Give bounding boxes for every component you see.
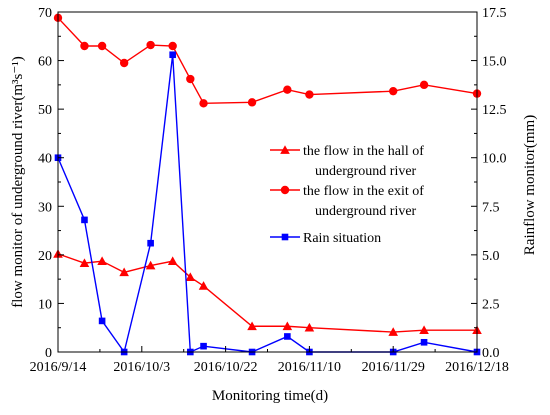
- series-line: [57, 253, 477, 333]
- legend-label: underground river: [315, 164, 417, 179]
- data-point: [80, 41, 89, 51]
- y-axis-left-title: flow monitor of underground river(m³s⁻¹): [10, 56, 26, 308]
- data-point: [81, 216, 88, 224]
- y-right-tick-label: 10.0: [482, 152, 507, 167]
- axes-layer: 0 10 20 30 40 50 60 70 0.0 2.5 5.0 7.5 10.0 12.5 15.0 1…: [30, 6, 509, 375]
- legend-label: underground river: [315, 204, 417, 219]
- legend: the flow in the hall of underground river…: [270, 144, 424, 246]
- data-point: [146, 40, 155, 50]
- data-point: [147, 239, 154, 247]
- y-right-tick-label: 17.5: [482, 6, 507, 21]
- data-point: [97, 256, 107, 266]
- y-right-tick-label: 5.0: [482, 249, 500, 264]
- x-tick-label: 2016/12/18: [445, 360, 509, 375]
- legend-swatch-marker: [280, 145, 290, 154]
- x-axis-title: Monitoring time(d): [212, 388, 328, 404]
- x-tick-label: 2016/10/3: [113, 360, 170, 375]
- y-left-tick-label: 60: [38, 55, 52, 70]
- y-right-tick-label: 0.0: [482, 346, 500, 361]
- x-tick-label: 2016/9/14: [30, 360, 87, 375]
- series-1: [53, 249, 482, 336]
- y-left-tick-label: 70: [38, 6, 52, 21]
- data-point: [247, 98, 257, 107]
- data-point: [167, 256, 178, 266]
- data-point: [119, 267, 129, 277]
- data-point: [305, 90, 314, 99]
- data-point: [282, 321, 293, 331]
- data-point: [389, 86, 398, 96]
- series-2: [53, 13, 482, 108]
- y-axis-right-title: Rainflow monitor(mm): [522, 115, 538, 255]
- x-tick-label: 2016/11/29: [362, 360, 425, 375]
- data-point: [388, 327, 398, 336]
- legend-label: the flow in the exit of: [303, 184, 424, 199]
- data-point: [79, 258, 90, 267]
- data-point: [283, 85, 292, 94]
- data-point: [199, 99, 208, 108]
- y-left-tick-label: 30: [38, 200, 52, 215]
- y-right-tick-label: 2.5: [482, 297, 500, 312]
- y-left-tick-label: 20: [38, 249, 52, 264]
- data-point: [185, 272, 196, 282]
- data-point: [97, 41, 107, 51]
- data-point: [247, 321, 257, 331]
- data-point: [419, 325, 429, 334]
- data-point: [419, 80, 429, 90]
- y-left-tick-label: 10: [38, 297, 52, 312]
- y-right-tick-label: 15.0: [482, 55, 507, 70]
- data-point: [168, 41, 177, 51]
- legend-swatch-marker: [281, 233, 289, 241]
- y-left-tick-label: 50: [38, 103, 52, 118]
- x-tick-label: 2016/11/10: [278, 360, 341, 375]
- series-line: [57, 17, 478, 105]
- data-point: [186, 74, 195, 84]
- x-tick-label: 2016/10/22: [194, 360, 258, 375]
- data-point: [119, 58, 129, 68]
- data-point: [284, 333, 291, 340]
- data-point: [304, 322, 315, 332]
- data-point: [420, 338, 428, 346]
- legend-swatch-marker: [280, 185, 290, 195]
- data-point: [98, 317, 106, 325]
- data-point: [145, 260, 156, 270]
- legend-label: the flow in the hall of: [303, 144, 424, 159]
- legend-entry: the flow in the hall of underground river: [270, 144, 424, 179]
- y-right-tick-label: 12.5: [482, 103, 507, 118]
- data-point: [200, 342, 207, 350]
- data-point: [169, 51, 176, 59]
- legend-entry: Rain situation: [270, 231, 381, 246]
- legend-entry: the flow in the exit of underground river: [270, 184, 424, 219]
- data-point: [198, 281, 209, 290]
- y-right-tick-label: 7.5: [482, 200, 500, 215]
- y-left-tick-label: 40: [38, 152, 52, 167]
- legend-label: Rain situation: [303, 231, 381, 246]
- y-left-tick-label: 0: [45, 346, 52, 361]
